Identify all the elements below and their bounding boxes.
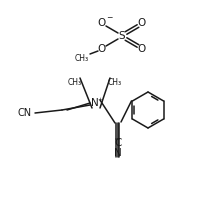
Text: CH₃: CH₃ bbox=[75, 53, 89, 63]
Text: C: C bbox=[114, 138, 121, 148]
Text: N: N bbox=[91, 98, 98, 108]
Text: O: O bbox=[97, 44, 106, 54]
Text: +: + bbox=[97, 96, 102, 102]
Text: N: N bbox=[114, 148, 121, 158]
Text: −: − bbox=[105, 13, 112, 23]
Text: O: O bbox=[97, 18, 106, 28]
Text: O: O bbox=[137, 18, 145, 28]
Text: CN: CN bbox=[18, 108, 32, 118]
Text: CH₃: CH₃ bbox=[68, 77, 82, 87]
Text: CH₃: CH₃ bbox=[107, 77, 121, 87]
Text: S: S bbox=[118, 31, 125, 41]
Text: O: O bbox=[137, 44, 145, 54]
